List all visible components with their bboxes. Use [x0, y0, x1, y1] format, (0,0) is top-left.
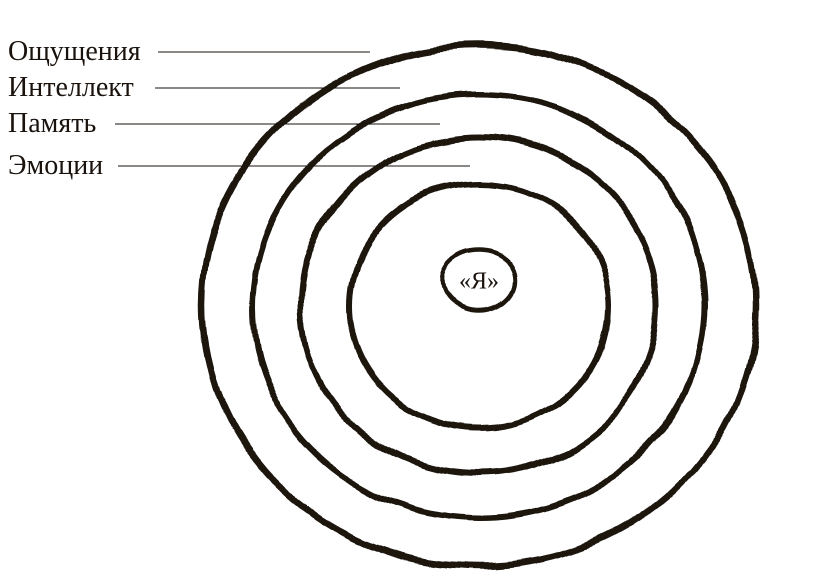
ring-3	[301, 138, 657, 474]
label-sensations: Ощущения	[8, 36, 141, 68]
ring-4	[349, 184, 609, 428]
label-memory: Память	[8, 108, 96, 140]
diagram-canvas: Ощущения Интеллект Память Эмоции «Я»	[0, 0, 833, 586]
label-intellect: Интеллект	[8, 72, 134, 104]
ring-2	[253, 94, 705, 518]
center-label-self: «Я»	[459, 269, 499, 296]
label-emotions: Эмоции	[8, 150, 103, 182]
